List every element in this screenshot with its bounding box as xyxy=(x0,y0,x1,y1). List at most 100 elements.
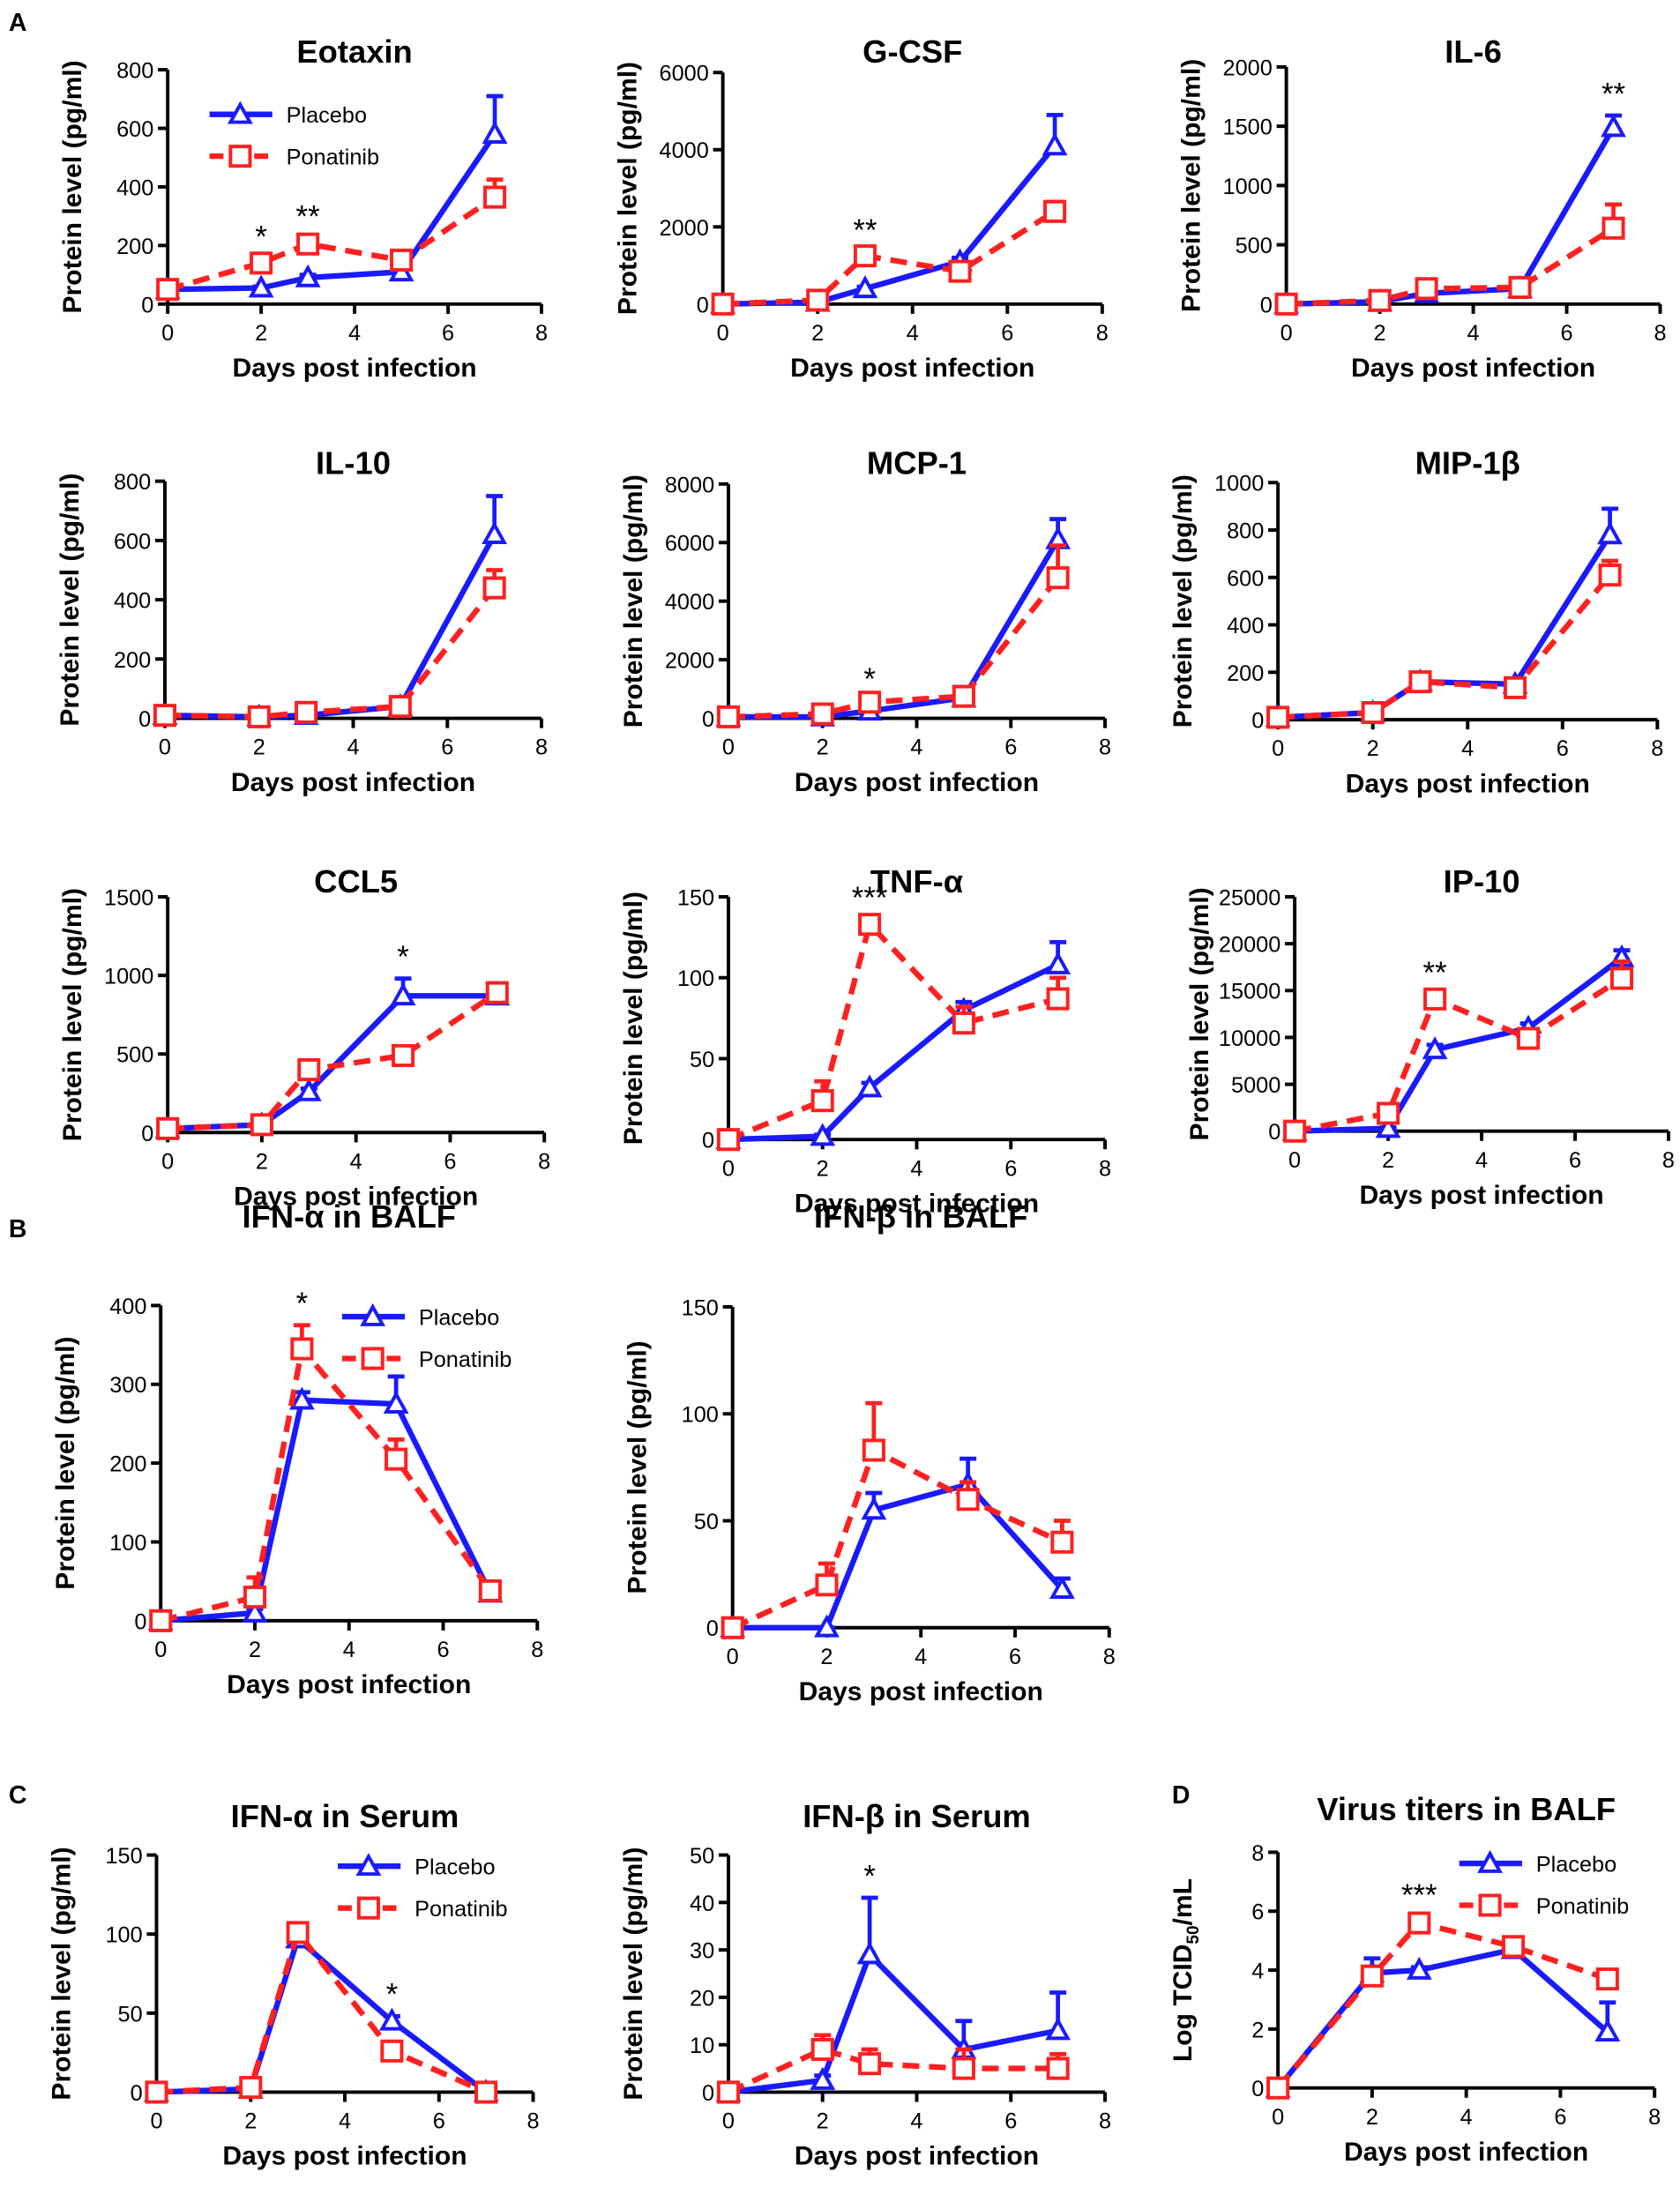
series-line xyxy=(160,1397,493,1624)
x-axis-label: Days post infection xyxy=(227,1670,471,1699)
marker-square xyxy=(716,705,741,728)
y-axis-label: Protein level (pg/ml) xyxy=(1185,887,1214,1140)
marker-square xyxy=(716,2080,741,2104)
chart-title: IFN-β in BALF xyxy=(814,1198,1027,1235)
marker-triangle xyxy=(242,1599,268,1623)
x-tick-label: 2 xyxy=(1374,321,1386,346)
marker-square xyxy=(810,2038,834,2062)
x-tick-label: 2 xyxy=(817,1156,829,1181)
y-tick-label: 50 xyxy=(690,1048,714,1072)
marker-triangle xyxy=(378,2007,405,2031)
y-tick-label: 2000 xyxy=(665,649,714,674)
y-tick-label: 400 xyxy=(114,589,151,614)
series-line xyxy=(1286,125,1617,307)
chart-title: IP-10 xyxy=(1444,863,1520,899)
y-axis-label-part: Log TCID xyxy=(1169,1944,1198,2063)
significance: * xyxy=(386,1979,399,2012)
chart: IFN-β in BALF 0 50 100 150 0 2 4 6 8 Days post inf… xyxy=(623,1198,1116,1706)
y-tick-label: 10 xyxy=(690,2034,714,2058)
marker-square xyxy=(239,2076,263,2100)
marker-triangle xyxy=(856,1074,883,1098)
x-tick-label: 4 xyxy=(347,735,359,760)
marker-square xyxy=(806,288,830,312)
x-tick-label: 4 xyxy=(907,321,919,346)
y-tick-label: 500 xyxy=(116,1043,153,1068)
y-tick-label: 0 xyxy=(702,2081,714,2106)
x-tick-label: 4 xyxy=(910,2109,922,2134)
x-tick-label: 2 xyxy=(255,321,267,346)
marker-square xyxy=(1408,670,1432,694)
y-tick-label: 150 xyxy=(682,1295,719,1320)
y-tick-label: 0 xyxy=(1268,1120,1281,1145)
x-axis-label: Days post infection xyxy=(795,2142,1039,2171)
x-tick-label: 0 xyxy=(1281,321,1293,346)
marker-square xyxy=(1423,987,1447,1011)
x-tick-label: 0 xyxy=(722,735,735,760)
x-tick-label: 6 xyxy=(1004,735,1017,760)
y-tick-label: 0 xyxy=(706,1616,719,1641)
marker-square xyxy=(156,278,180,302)
y-tick-label: 0 xyxy=(697,293,709,317)
x-tick-label: 2 xyxy=(1367,736,1379,761)
x-tick-label: 6 xyxy=(1557,736,1569,761)
y-axis-label: Protein level (pg/ml) xyxy=(58,888,87,1141)
series-line xyxy=(160,1342,493,1623)
marker-triangle xyxy=(390,982,416,1006)
x-axis-label: Days post infection xyxy=(231,768,475,797)
marker-triangle xyxy=(852,275,878,299)
x-tick-label: 0 xyxy=(1272,2105,1284,2130)
y-tick-label: 50 xyxy=(694,1510,719,1534)
y-tick-label: 1500 xyxy=(104,885,153,910)
x-tick-label: 0 xyxy=(727,1645,739,1669)
marker-triangle xyxy=(810,2066,836,2090)
marker-square xyxy=(149,1609,173,1632)
x-tick-label: 2 xyxy=(817,735,829,760)
marker-triangle xyxy=(295,1078,322,1101)
x-tick-label: 0 xyxy=(722,2109,735,2134)
y-tick-label: 100 xyxy=(109,1531,146,1556)
marker-square xyxy=(385,1447,408,1471)
y-axis-label: Protein level (pg/ml) xyxy=(58,60,87,313)
legend-label: Ponatinib xyxy=(287,146,380,170)
x-tick-label: 2 xyxy=(811,321,824,346)
x-axis-label: Days post infection xyxy=(1346,769,1590,798)
series-line xyxy=(168,993,497,1131)
series-line xyxy=(727,918,1059,1143)
x-tick-label: 2 xyxy=(256,1149,268,1174)
x-tick-label: 6 xyxy=(1554,2105,1566,2130)
significance: * xyxy=(863,663,876,697)
significance: * xyxy=(863,1860,876,1893)
x-tick-label: 6 xyxy=(433,2109,445,2134)
y-tick-label: 200 xyxy=(116,235,153,259)
legend-marker xyxy=(1478,1893,1502,1917)
chart-title: G-CSF xyxy=(862,34,962,70)
x-tick-label: 4 xyxy=(910,1156,922,1181)
y-axis-label: Protein level (pg/ml) xyxy=(51,1337,80,1590)
y-tick-label: 600 xyxy=(1227,566,1264,591)
marker-square xyxy=(297,1057,321,1082)
y-tick-label: 100 xyxy=(677,967,714,991)
chart: A Eotaxin 0 200 400 600 800 0 2 4 6 8 Days post infe… xyxy=(9,9,548,383)
marker-square xyxy=(1609,967,1634,990)
chart-title: IFN-α in Serum xyxy=(231,1798,459,1834)
marker-triangle xyxy=(248,274,274,298)
x-tick-label: 2 xyxy=(249,1638,261,1662)
chart-title: TNF-α xyxy=(870,863,963,899)
marker-square xyxy=(1050,1530,1074,1554)
x-tick-label: 4 xyxy=(1461,736,1474,761)
series-line xyxy=(1277,573,1612,720)
y-tick-label: 10000 xyxy=(1219,1026,1281,1051)
y-tick-label: 0 xyxy=(1260,293,1273,317)
x-tick-label: 8 xyxy=(535,735,548,760)
significance: ** xyxy=(1423,957,1447,990)
y-axis-label: Protein level (pg/ml) xyxy=(623,1340,653,1594)
legend-label: Placebo xyxy=(1536,1853,1617,1877)
y-tick-label: 0 xyxy=(131,2081,143,2106)
marker-triangle xyxy=(482,121,508,144)
x-tick-label: 2 xyxy=(244,2109,257,2134)
y-tick-label: 40 xyxy=(690,1892,714,1916)
marker-square xyxy=(716,1128,741,1152)
x-axis-label: Days post infection xyxy=(795,768,1039,797)
marker-square xyxy=(1501,1935,1526,1959)
